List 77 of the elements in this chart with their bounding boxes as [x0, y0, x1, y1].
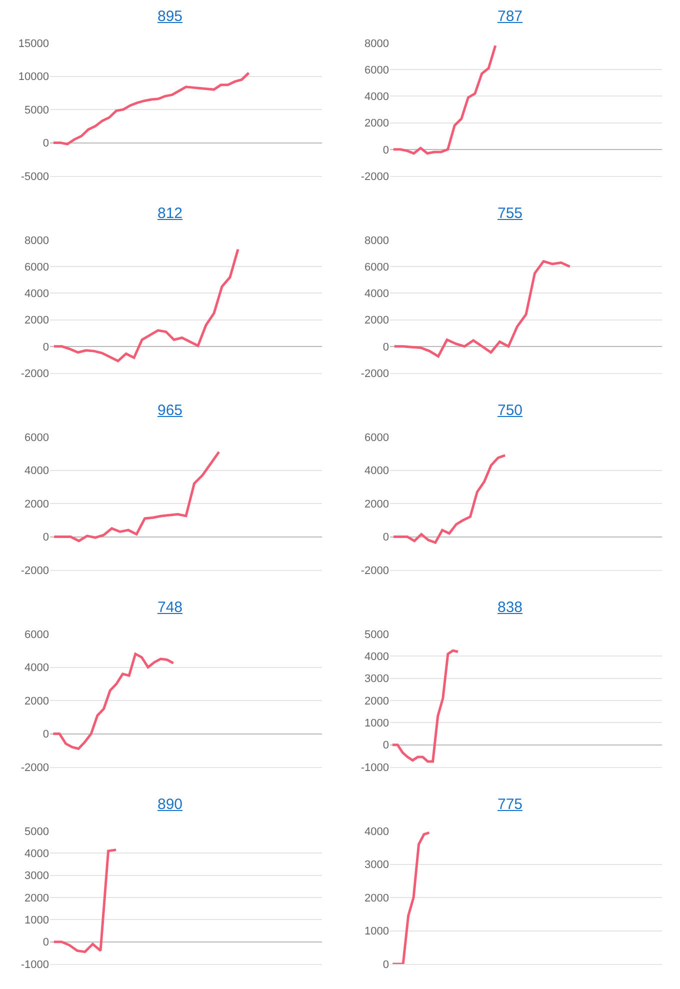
y-tick-label: 6000: [364, 432, 389, 444]
line-series: [52, 450, 220, 542]
y-tick-label: 5000: [24, 826, 49, 838]
y-tick-label: 0: [382, 144, 389, 156]
y-tick-label: 1000: [24, 914, 49, 927]
line-series: [52, 72, 250, 146]
chart-title: 775: [496, 796, 524, 813]
y-tick-label: 2000: [24, 892, 49, 904]
y-tick-label: -2000: [360, 368, 389, 380]
y-tick-label: 4000: [364, 91, 389, 104]
y-tick-label: 2000: [24, 695, 49, 708]
chart-title: 890: [156, 796, 184, 813]
y-tick-label: 4000: [24, 465, 49, 478]
y-tick-label: 4000: [364, 288, 389, 300]
y-tick-label: 0: [382, 740, 389, 752]
y-tick-label: 10000: [18, 71, 49, 84]
y-tick-label: 6000: [364, 64, 389, 76]
line-series: [392, 454, 506, 544]
y-tick-label: 3000: [364, 673, 389, 686]
y-tick-label: 8000: [364, 234, 389, 247]
y-tick-label: 1000: [364, 926, 389, 938]
chart-title: 838: [496, 599, 524, 616]
y-tick-label: 0: [42, 936, 49, 949]
y-tick-label: 2000: [24, 314, 49, 327]
line-series: [392, 44, 497, 155]
y-tick-label: 6000: [24, 261, 49, 274]
y-tick-label: 0: [382, 958, 389, 971]
y-tick-label: -1000: [360, 762, 389, 774]
y-tick-label: 4000: [364, 651, 389, 664]
line-series: [391, 649, 460, 763]
y-tick-label: 0: [42, 532, 49, 544]
line-series: [391, 831, 430, 964]
y-tick-label: 6000: [24, 432, 49, 444]
y-tick-label: 15000: [18, 38, 49, 50]
y-tick-label: -1000: [20, 958, 49, 971]
y-tick-label: -2000: [20, 564, 49, 577]
chart-title: 965: [156, 402, 184, 419]
line-series: [393, 260, 572, 358]
y-tick-label: 4000: [24, 662, 49, 674]
y-tick-label: 2000: [24, 498, 49, 510]
y-tick-label: 5000: [24, 104, 49, 116]
y-tick-label: -2000: [360, 564, 389, 577]
y-tick-label: 2000: [364, 695, 389, 708]
y-tick-label: 0: [42, 728, 49, 741]
y-tick-label: 6000: [364, 261, 389, 274]
chart-title: 748: [156, 599, 184, 616]
y-tick-label: 3000: [24, 870, 49, 882]
chart-title: 895: [156, 8, 184, 25]
chart-title: 812: [156, 205, 184, 222]
y-tick-label: -2000: [20, 368, 49, 380]
line-series: [52, 652, 175, 750]
y-tick-label: 0: [42, 138, 49, 150]
y-tick-label: 4000: [24, 288, 49, 300]
chart-title: 787: [496, 8, 524, 25]
chart-title: 755: [496, 205, 524, 222]
y-tick-label: 1000: [364, 718, 389, 730]
y-tick-label: 5000: [364, 628, 389, 641]
y-tick-label: 0: [382, 532, 389, 544]
line-series: [52, 848, 118, 954]
chart-title: 750: [496, 402, 524, 419]
y-tick-label: 3000: [364, 859, 389, 872]
y-tick-label: 2000: [364, 314, 389, 327]
y-tick-label: 4000: [364, 465, 389, 478]
y-tick-label: 0: [382, 341, 389, 354]
line-series: [52, 248, 240, 362]
y-tick-label: 4000: [24, 848, 49, 860]
y-tick-label: -2000: [360, 170, 389, 183]
y-tick-label: 0: [42, 341, 49, 354]
y-tick-label: 2000: [364, 118, 389, 130]
y-tick-label: 6000: [24, 628, 49, 641]
y-tick-label: -2000: [20, 762, 49, 774]
y-tick-label: 4000: [364, 826, 389, 838]
y-tick-label: -5000: [20, 170, 49, 183]
y-tick-label: 2000: [364, 498, 389, 510]
y-tick-label: 8000: [364, 38, 389, 50]
y-tick-label: 2000: [364, 892, 389, 904]
y-tick-label: 8000: [24, 234, 49, 247]
